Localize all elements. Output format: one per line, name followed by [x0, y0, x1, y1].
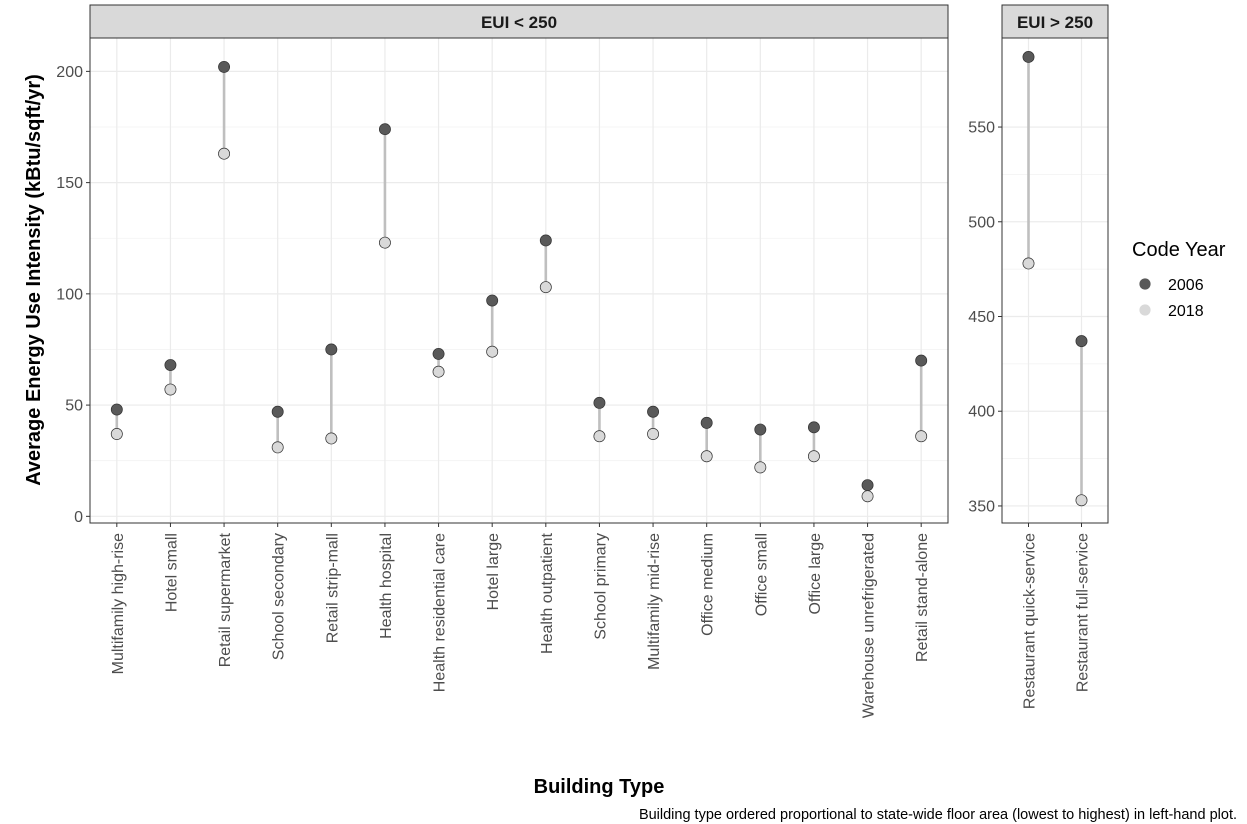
- right-panel-segments: [1027, 56, 1083, 501]
- point-2006-restaurant-full-service: [1075, 335, 1088, 348]
- x-tick-label-retail-supermarket: Retail supermarket: [217, 532, 234, 667]
- legend-items: 2006 2018: [1139, 277, 1204, 320]
- point-2018-multifamily-mid-rise: [647, 428, 660, 440]
- point-2018-health-outpatient: [539, 281, 552, 294]
- point-2006-office-large: [807, 421, 820, 434]
- point-2018-health-residential-care: [432, 365, 445, 378]
- x-tick-label-school-primary: School primary: [592, 533, 609, 640]
- point-2006-school-primary: [593, 396, 606, 409]
- left-panel-border: [89, 37, 949, 524]
- x-tick-label-retail-strip-mall: Retail strip-mall: [324, 533, 341, 643]
- y-tick-label: 0: [74, 509, 83, 526]
- point-2006-health-hospital: [378, 123, 391, 136]
- y-tick-label: 50: [65, 398, 83, 415]
- y-tick-label: 100: [56, 286, 83, 303]
- point-2006-health-residential-care: [432, 347, 445, 360]
- left-panel: EUI < 250 0 50 100 150 200 Multifamily high-…: [56, 4, 949, 718]
- point-2018-school-primary: [593, 430, 606, 443]
- y-tick-label: 500: [968, 214, 995, 231]
- point-2006-retail-supermarket: [218, 60, 231, 73]
- legend-swatch-2018: [1139, 304, 1151, 316]
- x-tick-label-hotel-large: Hotel large: [485, 533, 502, 610]
- point-2018-office-medium: [700, 450, 713, 463]
- right-panel: EUI > 250 350 400 450 500 550 Restaurant qui…: [968, 4, 1109, 709]
- left-panel-strip: [89, 4, 949, 39]
- y-tick-label: 350: [968, 498, 995, 515]
- x-axis-title: Building Type: [534, 776, 665, 798]
- x-tick-label-warehouse-unrefrigerated: Warehouse unrefrigerated: [861, 533, 878, 718]
- x-tick-label-restaurant-full-service: Restaurant full-service: [1075, 533, 1092, 692]
- x-tick-label-retail-stand-alone: Retail stand-alone: [914, 533, 931, 662]
- left-panel-strip-label: EUI < 250: [481, 13, 557, 32]
- x-tick-label-school-secondary: School secondary: [271, 533, 288, 660]
- y-tick-label: 400: [968, 404, 995, 421]
- left-panel-x-ticks: Multifamily high-rise Hotel small Retail s…: [110, 523, 931, 718]
- left-panel-gridlines: [90, 38, 948, 523]
- x-tick-label-health-outpatient: Health outpatient: [539, 532, 556, 654]
- point-2006-office-medium: [700, 416, 713, 429]
- point-2018-multifamily-high-rise: [110, 428, 123, 440]
- point-2018-school-secondary: [271, 441, 284, 454]
- y-axis-title: Average Energy Use Intensity (kBtu/sqft/…: [23, 74, 45, 486]
- point-2018-retail-supermarket: [218, 147, 231, 160]
- x-tick-label-restaurant-quick-service: Restaurant quick-service: [1022, 533, 1039, 709]
- point-2018-hotel-small: [164, 383, 177, 396]
- x-tick-label-office-medium: Office medium: [700, 533, 717, 636]
- point-2006-restaurant-quick-service: [1022, 50, 1035, 63]
- point-2006-multifamily-high-rise: [110, 403, 123, 416]
- right-panel-strip-label: EUI > 250: [1017, 13, 1093, 32]
- x-tick-label-hotel-small: Hotel small: [163, 533, 180, 612]
- caption: Building type ordered proportional to st…: [639, 807, 1237, 823]
- left-panel-y-ticks: 0 50 100 150 200: [56, 64, 90, 526]
- legend-swatch-2006: [1139, 278, 1151, 290]
- point-2018-office-large: [807, 450, 820, 463]
- y-tick-label: 450: [968, 309, 995, 326]
- point-2006-retail-stand-alone: [915, 354, 928, 367]
- point-2006-office-small: [754, 423, 767, 436]
- x-tick-label-office-small: Office small: [753, 533, 770, 616]
- x-tick-label-health-residential-care: Health residential care: [432, 533, 449, 692]
- right-panel-x-ticks: Restaurant quick-service Restaurant full-…: [1022, 523, 1092, 709]
- point-2018-hotel-large: [486, 345, 499, 358]
- point-2006-hotel-large: [486, 294, 499, 307]
- left-panel-segments: [115, 66, 923, 497]
- right-panel-y-ticks: 350 400 450 500 550: [968, 120, 1002, 515]
- point-2018-retail-stand-alone: [915, 430, 928, 443]
- y-tick-label: 550: [968, 120, 995, 137]
- point-2018-health-hospital: [378, 236, 391, 249]
- point-2018-office-small: [754, 461, 767, 474]
- y-tick-label: 200: [56, 64, 83, 81]
- point-2006-multifamily-mid-rise: [647, 405, 660, 418]
- y-tick-label: 150: [56, 175, 83, 192]
- point-2018-retail-strip-mall: [325, 432, 338, 445]
- legend: Code Year 2006 2018: [1132, 239, 1226, 320]
- point-2006-warehouse-unrefrigerated: [861, 479, 874, 492]
- legend-title: Code Year: [1132, 239, 1226, 261]
- point-2018-restaurant-quick-service: [1022, 257, 1035, 270]
- point-2018-warehouse-unrefrigerated: [861, 490, 874, 503]
- x-tick-label-multifamily-high-rise: Multifamily high-rise: [110, 533, 127, 674]
- legend-label-2006: 2006: [1168, 277, 1204, 294]
- point-2018-restaurant-full-service: [1075, 494, 1088, 507]
- point-2006-hotel-small: [164, 359, 177, 371]
- x-tick-label-multifamily-mid-rise: Multifamily mid-rise: [646, 533, 663, 670]
- point-2006-health-outpatient: [539, 234, 552, 247]
- x-tick-label-health-hospital: Health hospital: [378, 533, 395, 639]
- point-2006-school-secondary: [271, 405, 284, 418]
- left-panel-points: [110, 60, 928, 503]
- right-panel-strip: [1001, 4, 1109, 39]
- right-panel-border: [1001, 37, 1109, 524]
- point-2006-retail-strip-mall: [325, 343, 338, 356]
- legend-label-2018: 2018: [1168, 303, 1204, 320]
- x-tick-label-office-large: Office large: [807, 533, 824, 615]
- right-panel-points: [1022, 50, 1088, 507]
- right-panel-gridlines: [1002, 38, 1108, 523]
